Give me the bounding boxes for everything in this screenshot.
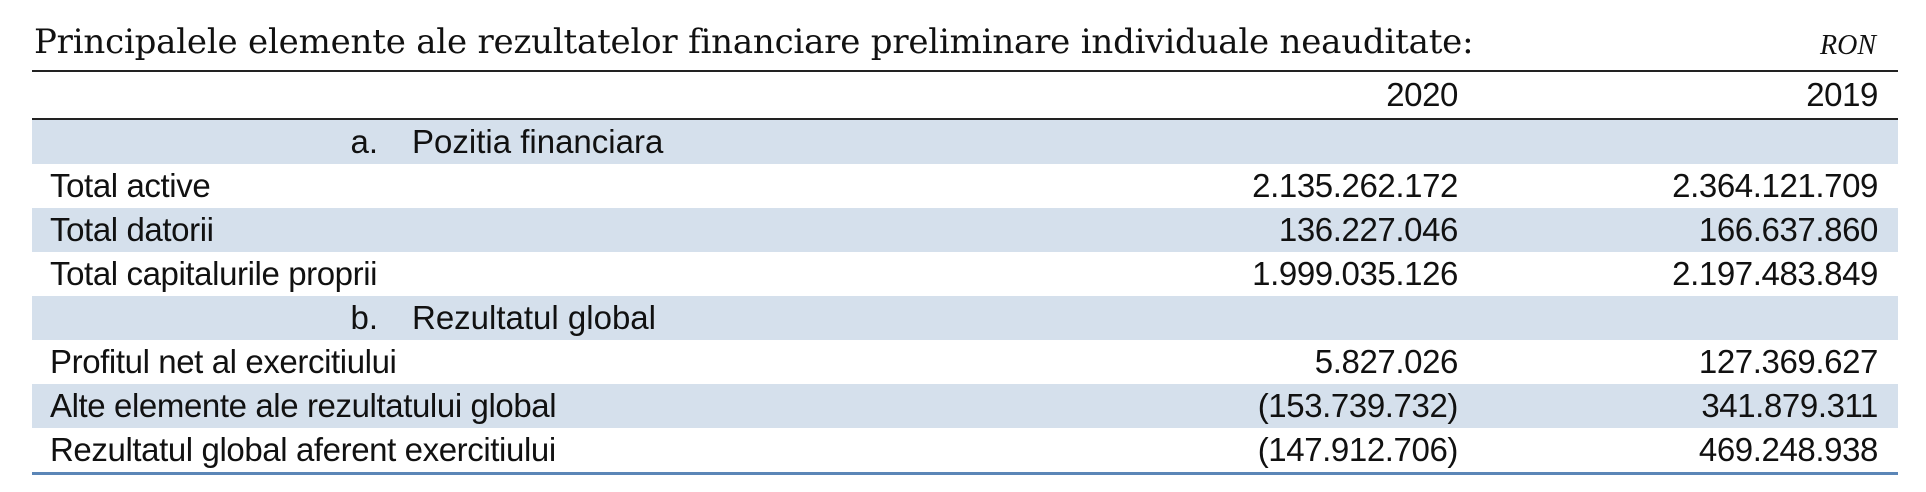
section-header-row: a. Pozitia financiara xyxy=(32,119,1898,164)
row-label: Total datorii xyxy=(32,208,1144,252)
table-header-row: 2020 2019 xyxy=(32,71,1898,120)
value-2019: 2.364.121.709 xyxy=(1672,167,1878,204)
value-2019: 127.369.627 xyxy=(1698,343,1879,380)
value-2019: 341.879.311 xyxy=(1474,384,1898,428)
value-2019: 166.637.860 xyxy=(1474,208,1898,252)
section-header-row: b. Rezultatul global xyxy=(32,296,1898,340)
financial-results-table: 2020 2019 a. Pozitia financiara Total act… xyxy=(32,70,1898,475)
value-2020: 1.999.035.126 xyxy=(1252,255,1458,292)
value-2020: 2.135.262.172 xyxy=(1252,167,1458,204)
value-2020: (147.912.706) xyxy=(1257,431,1459,468)
section-heading-a: a. Pozitia financiara xyxy=(32,119,1898,164)
table-row: Total capitalurile proprii 1.999.035.126… xyxy=(32,252,1898,296)
header-label-cell xyxy=(32,71,1144,120)
financial-results-block: Principalele elemente ale rezultatelor f… xyxy=(32,14,1898,475)
currency-unit: RON xyxy=(1820,30,1876,61)
section-letter: a. xyxy=(350,123,378,160)
section-heading-b: b. Rezultatul global xyxy=(32,296,1898,340)
row-label: Total active xyxy=(50,167,211,204)
table-row: Total active 2.135.262.172 2.364.121.709 xyxy=(32,164,1898,208)
value-2020: (153.739.732) xyxy=(1144,384,1474,428)
table-row: Rezultatul global aferent exercitiului (… xyxy=(32,428,1898,474)
row-label: Rezultatul global aferent exercitiului xyxy=(50,431,556,468)
value-2019: 2.197.483.849 xyxy=(1672,255,1878,292)
title-row: Principalele elemente ale rezultatelor f… xyxy=(32,14,1898,70)
section-title: Rezultatul global xyxy=(412,299,656,336)
value-2020: 5.827.026 xyxy=(1314,343,1459,380)
row-label: Alte elemente ale rezultatului global xyxy=(32,384,1144,428)
table-row: Profitul net al exercitiului 5.827.026 1… xyxy=(32,340,1898,384)
value-2019: 469.248.938 xyxy=(1698,431,1879,468)
header-year-2019: 2019 xyxy=(1474,71,1898,120)
row-label: Profitul net al exercitiului xyxy=(50,343,397,380)
section-letter: b. xyxy=(350,299,378,336)
document-title: Principalele elemente ale rezultatelor f… xyxy=(34,22,1474,62)
table-row: Total datorii 136.227.046 166.637.860 xyxy=(32,208,1898,252)
header-year-2020: 2020 xyxy=(1144,71,1474,120)
value-2020: 136.227.046 xyxy=(1144,208,1474,252)
table-row: Alte elemente ale rezultatului global (1… xyxy=(32,384,1898,428)
row-label: Total capitalurile proprii xyxy=(50,255,378,292)
section-title: Pozitia financiara xyxy=(412,123,664,160)
